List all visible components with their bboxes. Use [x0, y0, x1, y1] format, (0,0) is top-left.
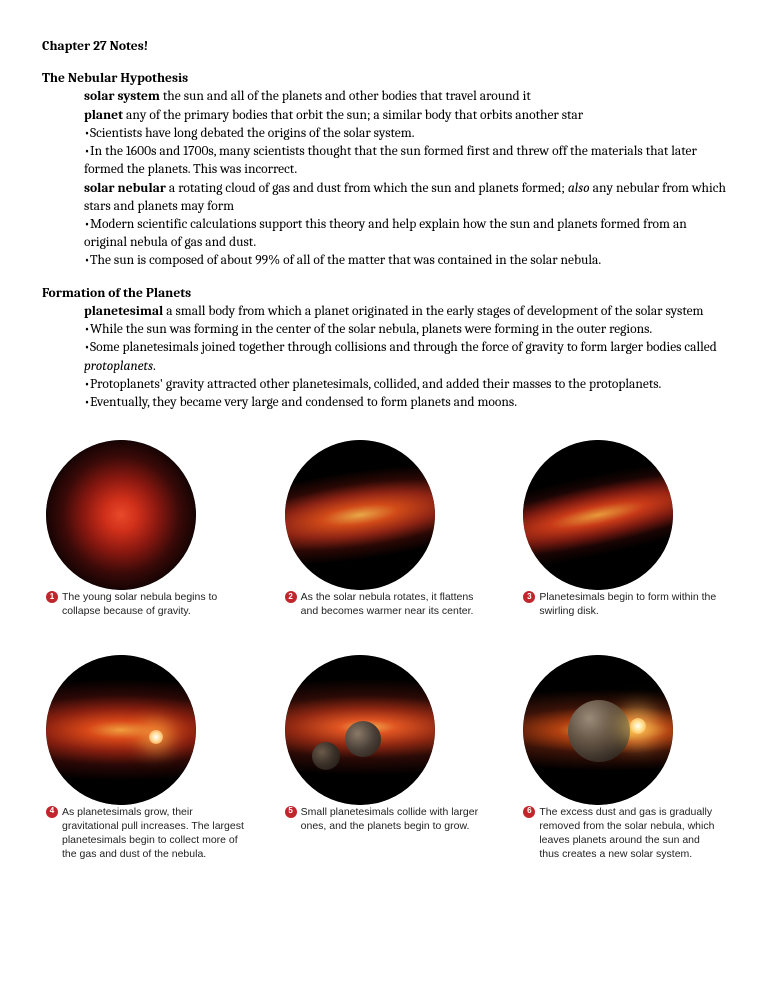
section-body: planetesimal a small body from which a p… — [42, 303, 726, 412]
text: Scientists have long debated the origins… — [90, 126, 415, 141]
nebula-image — [46, 655, 196, 805]
line: •Scientists have long debated the origin… — [84, 125, 726, 143]
term: solar system — [84, 89, 160, 104]
nebula-image — [46, 440, 196, 590]
figure-cell: 5 Small planetesimals collide with larger… — [285, 655, 484, 862]
figure-number-badge: 3 — [523, 591, 535, 603]
figure-grid: 1 The young solar nebula begins to collap… — [42, 440, 726, 861]
term: planet — [84, 108, 123, 123]
figure-number-badge: 6 — [523, 806, 535, 818]
def: a rotating cloud of gas and dust from wh… — [166, 181, 568, 196]
figure-number-badge: 5 — [285, 806, 297, 818]
line: •The sun is composed of about 99% of all… — [84, 252, 726, 270]
caption-text: Small planetesimals collide with larger … — [301, 805, 484, 833]
section-formation: Formation of the Planets planetesimal a … — [42, 285, 726, 413]
line: •In the 1600s and 1700s, many scientists… — [84, 143, 726, 179]
section-nebular: The Nebular Hypothesis solar system the … — [42, 70, 726, 270]
figure-cell: 2 As the solar nebula rotates, it flatten… — [285, 440, 484, 618]
figure-caption: 5 Small planetesimals collide with larger… — [285, 805, 484, 833]
page-title: Chapter 27 Notes! — [42, 38, 726, 56]
text: Some planetesimals joined together throu… — [90, 340, 717, 355]
def: any of the primary bodies that orbit the… — [123, 108, 583, 123]
def: a small body from which a planet origina… — [163, 304, 703, 319]
figure-number-badge: 4 — [46, 806, 58, 818]
figure-caption: 1 The young solar nebula begins to collap… — [46, 590, 245, 618]
figure-caption: 3 Planetesimals begin to form within the … — [523, 590, 722, 618]
line: •Modern scientific calculations support … — [84, 216, 726, 252]
text: The sun is composed of about 99% of all … — [90, 253, 601, 268]
italic: protoplanets — [84, 359, 153, 374]
text: While the sun was forming in the center … — [90, 322, 652, 337]
line: •While the sun was forming in the center… — [84, 321, 726, 339]
line: solar system the sun and all of the plan… — [84, 88, 726, 106]
term: planetesimal — [84, 304, 163, 319]
section-heading: Formation of the Planets — [42, 285, 726, 303]
text2: . — [153, 359, 156, 374]
term: solar nebular — [84, 181, 166, 196]
nebula-image — [523, 440, 673, 590]
figure-number-badge: 1 — [46, 591, 58, 603]
line: planetesimal a small body from which a p… — [84, 303, 726, 321]
figure-caption: 2 As the solar nebula rotates, it flatten… — [285, 590, 484, 618]
text: Eventually, they became very large and c… — [90, 395, 517, 410]
caption-text: The young solar nebula begins to collaps… — [62, 590, 245, 618]
italic: also — [568, 181, 590, 196]
nebula-image — [523, 655, 673, 805]
section-heading: The Nebular Hypothesis — [42, 70, 726, 88]
figure-caption: 6 The excess dust and gas is gradually re… — [523, 805, 722, 862]
figure-cell: 3 Planetesimals begin to form within the … — [523, 440, 722, 618]
figure-cell: 4 As planetesimals grow, their gravitatio… — [46, 655, 245, 862]
figure-caption: 4 As planetesimals grow, their gravitatio… — [46, 805, 245, 862]
figure-cell: 1 The young solar nebula begins to collap… — [46, 440, 245, 618]
nebula-image — [285, 440, 435, 590]
line: planet any of the primary bodies that or… — [84, 107, 726, 125]
caption-text: The excess dust and gas is gradually rem… — [539, 805, 722, 862]
line: •Some planetesimals joined together thro… — [84, 339, 726, 375]
caption-text: As the solar nebula rotates, it flattens… — [301, 590, 484, 618]
figure-number-badge: 2 — [285, 591, 297, 603]
text: Modern scientific calculations support t… — [84, 217, 687, 250]
caption-text: As planetesimals grow, their gravitation… — [62, 805, 245, 862]
line: •Protoplanets' gravity attracted other p… — [84, 376, 726, 394]
nebula-image — [285, 655, 435, 805]
line: •Eventually, they became very large and … — [84, 394, 726, 412]
def: the sun and all of the planets and other… — [160, 89, 531, 104]
figure-cell: 6 The excess dust and gas is gradually re… — [523, 655, 722, 862]
line: solar nebular a rotating cloud of gas an… — [84, 180, 726, 216]
section-body: solar system the sun and all of the plan… — [42, 88, 726, 270]
caption-text: Planetesimals begin to form within the s… — [539, 590, 722, 618]
text: Protoplanets' gravity attracted other pl… — [90, 377, 661, 392]
text: In the 1600s and 1700s, many scientists … — [84, 144, 697, 177]
